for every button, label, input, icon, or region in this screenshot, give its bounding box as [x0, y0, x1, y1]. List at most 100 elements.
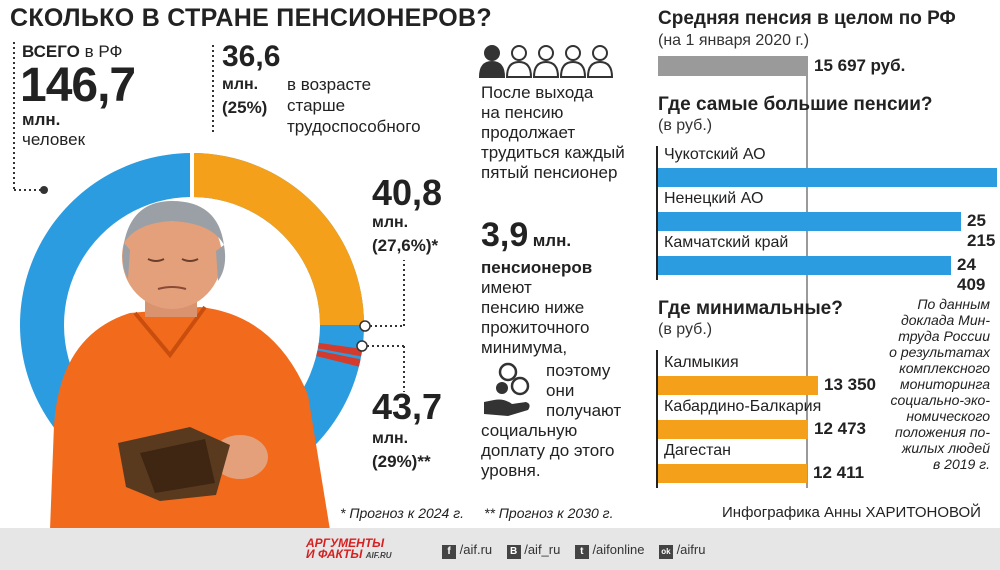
- work-line5: пятый пенсионер: [481, 163, 618, 182]
- top-region-bar: [658, 212, 961, 231]
- total-value: 146,7: [20, 59, 136, 112]
- low-region-value-label: 12 473: [814, 419, 866, 438]
- seg1-desc2: старше: [287, 96, 346, 115]
- poor-line6: поэтому: [546, 361, 611, 380]
- low-subtitle: (в руб.): [658, 321, 713, 338]
- poor-unit: млн.: [532, 231, 572, 250]
- seg1-desc3: трудоспособного: [287, 117, 421, 136]
- person-icon-head: [511, 45, 527, 61]
- aif-logo-line3: AIF.RU: [365, 551, 392, 560]
- source-line11: в 2019 г.: [932, 456, 990, 472]
- footer: [0, 528, 1000, 570]
- poor-line2: имеют: [481, 278, 532, 297]
- work-line2: на пенсию: [481, 103, 564, 122]
- social-facebook-link[interactable]: /aif.ru: [459, 542, 493, 557]
- total-label: ВСЕГО: [22, 42, 80, 61]
- social-twitter-link[interactable]: /aifonline: [592, 542, 645, 557]
- avg-title: Средняя пенсия в целом по РФ: [658, 8, 956, 29]
- low-region-value-label: 13 350: [824, 375, 876, 394]
- work-line1: После выхода: [481, 83, 594, 102]
- person-icon-body: [559, 60, 587, 78]
- poor-line9: социальную: [481, 421, 578, 440]
- person-icon-body: [532, 60, 560, 78]
- seg1-value: 36,6: [222, 40, 281, 73]
- aif-logo: АРГУМЕНТЫ И ФАКТЫ AIF.RU: [306, 536, 392, 561]
- top-region-value-label: 24 409: [957, 255, 986, 294]
- source-line10: жилых людей: [901, 440, 990, 456]
- avg-value: 15 697: [814, 56, 866, 75]
- source-line7: социально-эко-: [890, 392, 990, 408]
- seg3-unit: млн.: [372, 430, 409, 447]
- poor-line11: уровня.: [481, 461, 541, 480]
- person-icon-body: [478, 60, 506, 78]
- seg3-pct: (29%)**: [372, 452, 431, 471]
- seg2-pct: (27,6%)*: [372, 236, 439, 255]
- source-line8: номического: [906, 408, 990, 424]
- avg-bar: [658, 56, 806, 76]
- pensioners-donut-chart: [13, 42, 405, 497]
- top-region-value-label: 25 215: [967, 211, 996, 250]
- top-axis-line: [656, 146, 658, 280]
- low-title: Где минимальные?: [658, 298, 843, 319]
- low-region-bar: [658, 420, 808, 439]
- seg2-unit: млн.: [372, 214, 409, 231]
- page-title: СКОЛЬКО В СТРАНЕ ПЕНСИОНЕРОВ?: [10, 4, 492, 32]
- source-line3: труда России: [898, 328, 990, 344]
- person-icon-head: [565, 45, 581, 61]
- social-ok-link[interactable]: /aifru: [676, 542, 706, 557]
- poor-line1: пенсионеров: [481, 258, 593, 277]
- source-line1: По данным: [917, 296, 990, 312]
- avg-unit: руб.: [870, 56, 906, 75]
- total-label-rf: в РФ: [84, 42, 123, 61]
- pensioner-photo: [50, 201, 330, 530]
- social-vk-link[interactable]: /aif_ru: [524, 542, 561, 557]
- top-subtitle: (в руб.): [658, 117, 713, 134]
- total-unit: млн.: [22, 110, 61, 129]
- person-icon-body: [505, 60, 533, 78]
- note-2030: ** Прогноз к 2030 г.: [484, 505, 614, 521]
- person-icon-head: [538, 45, 554, 61]
- top-region-category-label: Чукотский АО: [664, 146, 766, 163]
- seg1-desc1: в возрасте: [287, 75, 372, 94]
- facebook-icon[interactable]: f: [442, 545, 456, 559]
- low-axis-line: [656, 350, 658, 488]
- work-line4: трудиться каждый: [481, 143, 625, 162]
- poor-line10: доплату до этого: [481, 441, 615, 460]
- person-icon-head: [484, 45, 500, 61]
- vk-icon[interactable]: В: [506, 545, 521, 559]
- total-unit2: человек: [22, 130, 86, 149]
- donut-seg2-marker: [317, 342, 363, 357]
- poor-line8: получают: [546, 401, 622, 420]
- work-line3: продолжает: [481, 123, 576, 142]
- source-line6: мониторинга: [900, 376, 990, 392]
- top-region-bar: [658, 256, 951, 275]
- top-region-bar: [658, 168, 997, 187]
- source-line2: доклада Мин-: [900, 312, 990, 328]
- low-region-bar: [658, 376, 818, 395]
- note-2024: * Прогноз к 2024 г.: [340, 505, 465, 521]
- poor-line7: они: [546, 381, 575, 400]
- ok-icon[interactable]: ok: [658, 545, 673, 559]
- low-region-category-label: Кабардино-Балкария: [664, 398, 822, 415]
- aif-logo-line1: АРГУМЕНТЫ: [306, 536, 385, 550]
- top-region-category-label: Ненецкий АО: [664, 190, 764, 207]
- people-icon: [478, 45, 614, 78]
- credit: Инфографика Анны ХАРИТОНОВОЙ: [722, 504, 981, 521]
- poor-line5: минимума,: [481, 338, 568, 357]
- top-title: Где самые большие пенсии?: [658, 94, 933, 115]
- seg1-pct: (25%): [222, 98, 268, 117]
- poor-line3: пенсию ниже: [481, 298, 585, 317]
- source-line5: комплексного: [899, 360, 990, 376]
- seg1-unit: млн.: [222, 76, 259, 93]
- donut-seg3-marker: [316, 350, 361, 367]
- low-region-category-label: Дагестан: [664, 442, 731, 459]
- person-icon-head: [592, 45, 608, 61]
- low-region-bar: [658, 464, 807, 483]
- avg-subtitle: (на 1 января 2020 г.): [658, 32, 810, 49]
- low-region-category-label: Калмыкия: [664, 354, 739, 371]
- donut-seg1-segment: [193, 153, 364, 325]
- poor-line4: прожиточного: [481, 318, 590, 337]
- twitter-icon[interactable]: t: [574, 545, 589, 559]
- aif-logo-line2: И ФАКТЫ: [306, 547, 363, 561]
- seg2-value: 40,8: [372, 172, 443, 213]
